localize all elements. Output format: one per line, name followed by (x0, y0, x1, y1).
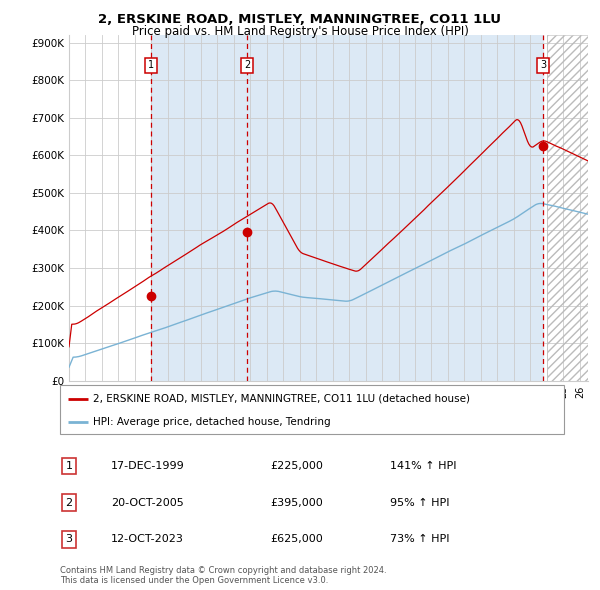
Bar (151, 35, 543, 381)
Text: 3: 3 (65, 535, 73, 544)
Text: 2: 2 (244, 60, 250, 70)
Text: £225,000: £225,000 (270, 461, 323, 471)
Text: 1: 1 (148, 60, 154, 70)
Text: 1: 1 (65, 461, 73, 471)
Text: 73% ↑ HPI: 73% ↑ HPI (390, 535, 449, 544)
Text: Price paid vs. HM Land Registry's House Price Index (HPI): Price paid vs. HM Land Registry's House … (131, 25, 469, 38)
Text: Contains HM Land Registry data © Crown copyright and database right 2024.
This d: Contains HM Land Registry data © Crown c… (60, 566, 386, 585)
Text: 20-OCT-2005: 20-OCT-2005 (111, 498, 184, 507)
Text: £625,000: £625,000 (270, 535, 323, 544)
Text: 95% ↑ HPI: 95% ↑ HPI (390, 498, 449, 507)
Text: 12-OCT-2023: 12-OCT-2023 (111, 535, 184, 544)
Text: 2, ERSKINE ROAD, MISTLEY, MANNINGTREE, CO11 1LU (detached house): 2, ERSKINE ROAD, MISTLEY, MANNINGTREE, C… (93, 394, 470, 404)
Text: 141% ↑ HPI: 141% ↑ HPI (390, 461, 457, 471)
Text: £395,000: £395,000 (270, 498, 323, 507)
Text: 17-DEC-1999: 17-DEC-1999 (111, 461, 185, 471)
Text: 2: 2 (65, 498, 73, 507)
Text: 2, ERSKINE ROAD, MISTLEY, MANNINGTREE, CO11 1LU: 2, ERSKINE ROAD, MISTLEY, MANNINGTREE, C… (98, 13, 502, 26)
Text: HPI: Average price, detached house, Tendring: HPI: Average price, detached house, Tend… (93, 417, 331, 427)
Text: 3: 3 (540, 60, 546, 70)
